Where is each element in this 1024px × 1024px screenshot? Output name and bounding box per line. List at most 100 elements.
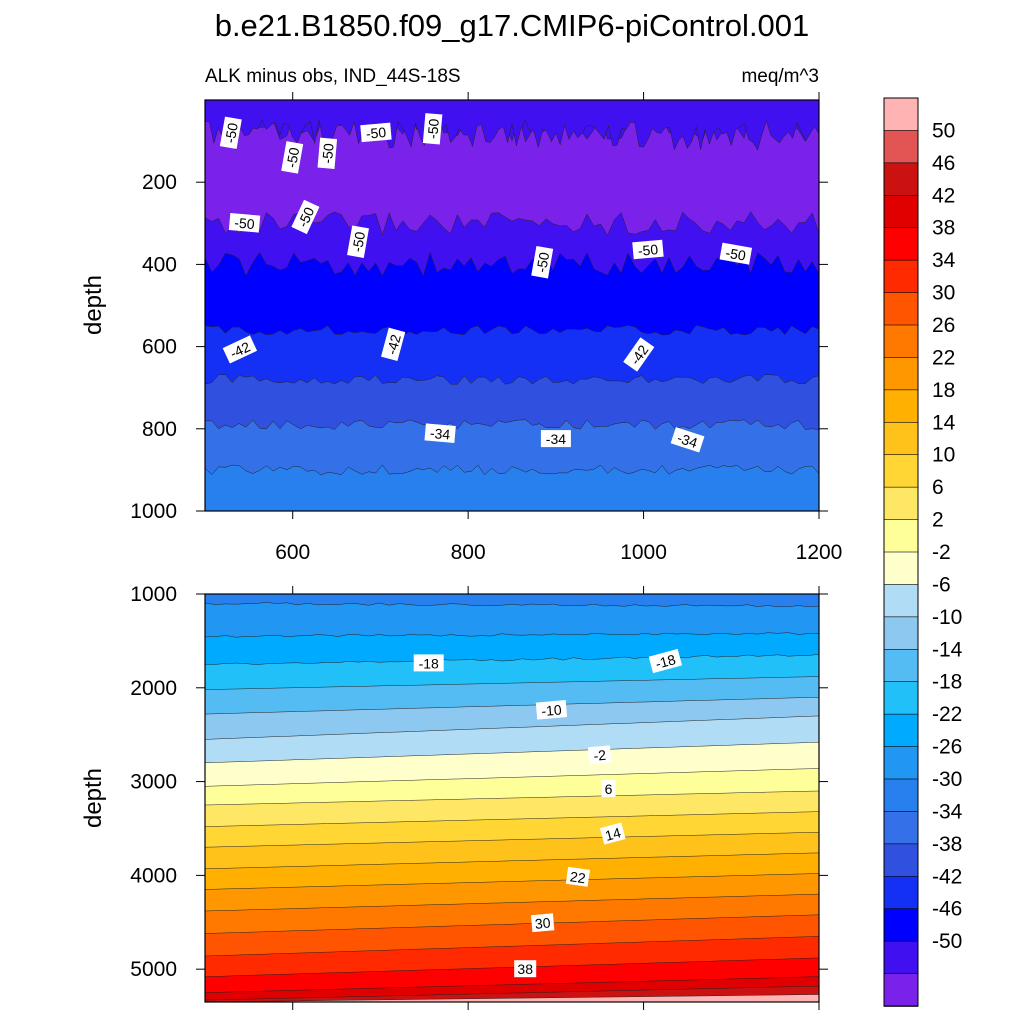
- contour-label-box: [347, 225, 369, 258]
- contour-label-box: [381, 327, 406, 362]
- colorbar-swatch: [883, 227, 919, 261]
- upper-contour-label: -34: [424, 423, 456, 443]
- colorbar-label: 22: [932, 346, 955, 369]
- lower-y-axis-label: depth: [80, 768, 107, 828]
- contour-label-box: [360, 122, 392, 143]
- contour-label-box: [648, 648, 683, 674]
- colorbar: 50 46 42 38 34 30 26 22 18 14 10 6 2 -2 -6 -10 -14 -18 -22…: [883, 97, 963, 1007]
- contour-label-text: 22: [569, 868, 587, 886]
- upper-contour-label: -50: [281, 141, 304, 174]
- contour-label-box: [228, 213, 261, 233]
- lower-contour-label: 38: [514, 960, 537, 978]
- colorbar-frame: [883, 97, 919, 1007]
- contour-label-box: [540, 430, 571, 448]
- lower-panel: -18 -18 -10 -2 6 14 22 30 38 1000 2000 3000 4000 500…: [80, 583, 828, 1010]
- colorbar-label: 26: [932, 314, 955, 337]
- contour-label-text: 14: [603, 824, 622, 844]
- colorbar-label: 46: [932, 152, 955, 175]
- colorbar-label: -42: [932, 865, 962, 888]
- contour-label-box: [422, 113, 443, 145]
- contour-label-box: [281, 141, 304, 174]
- lower-band-50: [205, 994, 819, 1002]
- contour-label-text: -50: [424, 118, 442, 140]
- upper-band--30: [205, 464, 819, 511]
- contour-label-text: -50: [283, 146, 302, 169]
- colorbar-label: 30: [932, 282, 955, 305]
- y-tick-label: 3000: [130, 771, 177, 794]
- contour-label-text: 6: [605, 781, 613, 797]
- colorbar-label: 34: [932, 249, 956, 272]
- colorbar-swatch: [883, 811, 919, 845]
- contour-label-box: [219, 116, 242, 150]
- contour-label-box: [632, 239, 664, 260]
- colorbar-swatch: [883, 616, 919, 651]
- y-tick-label: 2000: [130, 677, 177, 700]
- colorbar-swatch: [883, 681, 919, 715]
- contour-label-box: [291, 199, 320, 235]
- upper-axes: 600 800 1000 1200 200 400 600 800 1000: [130, 92, 842, 564]
- colorbar-swatch: [883, 357, 919, 391]
- contour-label-text: -50: [365, 124, 387, 142]
- lower-contour-label: -10: [535, 700, 568, 720]
- contour-label-text: -50: [222, 121, 241, 144]
- colorbar-swatch: [883, 454, 919, 488]
- upper-contour-label: -50: [531, 245, 554, 279]
- upper-contour-label: -50: [219, 116, 242, 150]
- colorbar-label: -50: [932, 930, 962, 953]
- contour-label-box: [601, 780, 616, 798]
- colorbar-swatch: [883, 259, 919, 294]
- lower-plot-frame: [204, 593, 820, 1003]
- colorbar-label: -30: [932, 768, 962, 791]
- colorbar-label: 18: [932, 379, 955, 402]
- colorbar-swatch: [883, 389, 919, 424]
- contour-label-box: [413, 654, 444, 672]
- colorbar-swatch: [883, 324, 919, 359]
- x-tick-label: 1000: [620, 541, 667, 564]
- colorbar-swatch: [883, 778, 919, 813]
- colorbar-swatch: [883, 973, 919, 1007]
- upper-contour-label: -50: [422, 113, 443, 145]
- subtitle-units: meq/m^3: [741, 66, 819, 87]
- upper-contour-label: -42: [381, 327, 406, 362]
- contour-label-text: -34: [675, 430, 699, 452]
- colorbar-label: 10: [932, 444, 955, 467]
- contour-label-text: -50: [533, 251, 552, 274]
- colorbar-label: -34: [932, 800, 963, 823]
- contour-label-box: [587, 745, 612, 765]
- contour-label-text: -10: [541, 701, 563, 719]
- colorbar-label: 50: [932, 119, 955, 142]
- upper-contour-labels: -50 -50 -50 -50 -50 -50 -50 -50 -50 -50 -50 -42 -42 -…: [219, 113, 753, 453]
- colorbar-swatch: [883, 875, 919, 910]
- contour-label-text: -50: [724, 244, 747, 263]
- y-tick-label: 200: [142, 171, 177, 194]
- y-tick-label: 800: [142, 418, 177, 441]
- contour-label-box: [670, 427, 705, 453]
- y-tick-label: 1000: [130, 583, 177, 606]
- y-tick-label: 5000: [130, 958, 177, 981]
- x-tick-label: 1200: [796, 541, 843, 564]
- contour-label-text: -18: [419, 655, 439, 671]
- colorbar-label: -26: [932, 736, 962, 759]
- upper-contour-label: -50: [317, 137, 338, 170]
- colorbar-label: -46: [932, 898, 962, 921]
- colorbar-label: -6: [932, 573, 951, 596]
- contour-label-text: 38: [517, 961, 533, 977]
- contour-label-box: [719, 242, 753, 265]
- contour-label-text: 30: [534, 915, 551, 932]
- upper-plot-frame: [204, 99, 820, 512]
- contour-label-text: -50: [234, 214, 256, 232]
- colorbar-swatch: [883, 584, 919, 618]
- colorbar-label: -10: [932, 606, 962, 629]
- x-tick-label: 800: [451, 541, 486, 564]
- colorbar-swatch: [883, 648, 919, 683]
- contour-label-text: -50: [294, 204, 317, 229]
- contour-label-box: [317, 137, 338, 170]
- colorbar-label: -2: [932, 541, 951, 564]
- contour-label-text: -42: [228, 338, 253, 361]
- contour-label-box: [599, 822, 626, 845]
- upper-contour-label: -50: [228, 213, 261, 233]
- contour-label-box: [565, 866, 590, 887]
- colorbar-label: 6: [932, 476, 944, 499]
- colorbar-label: 14: [932, 411, 956, 434]
- lower-contour-label: -18: [413, 654, 444, 672]
